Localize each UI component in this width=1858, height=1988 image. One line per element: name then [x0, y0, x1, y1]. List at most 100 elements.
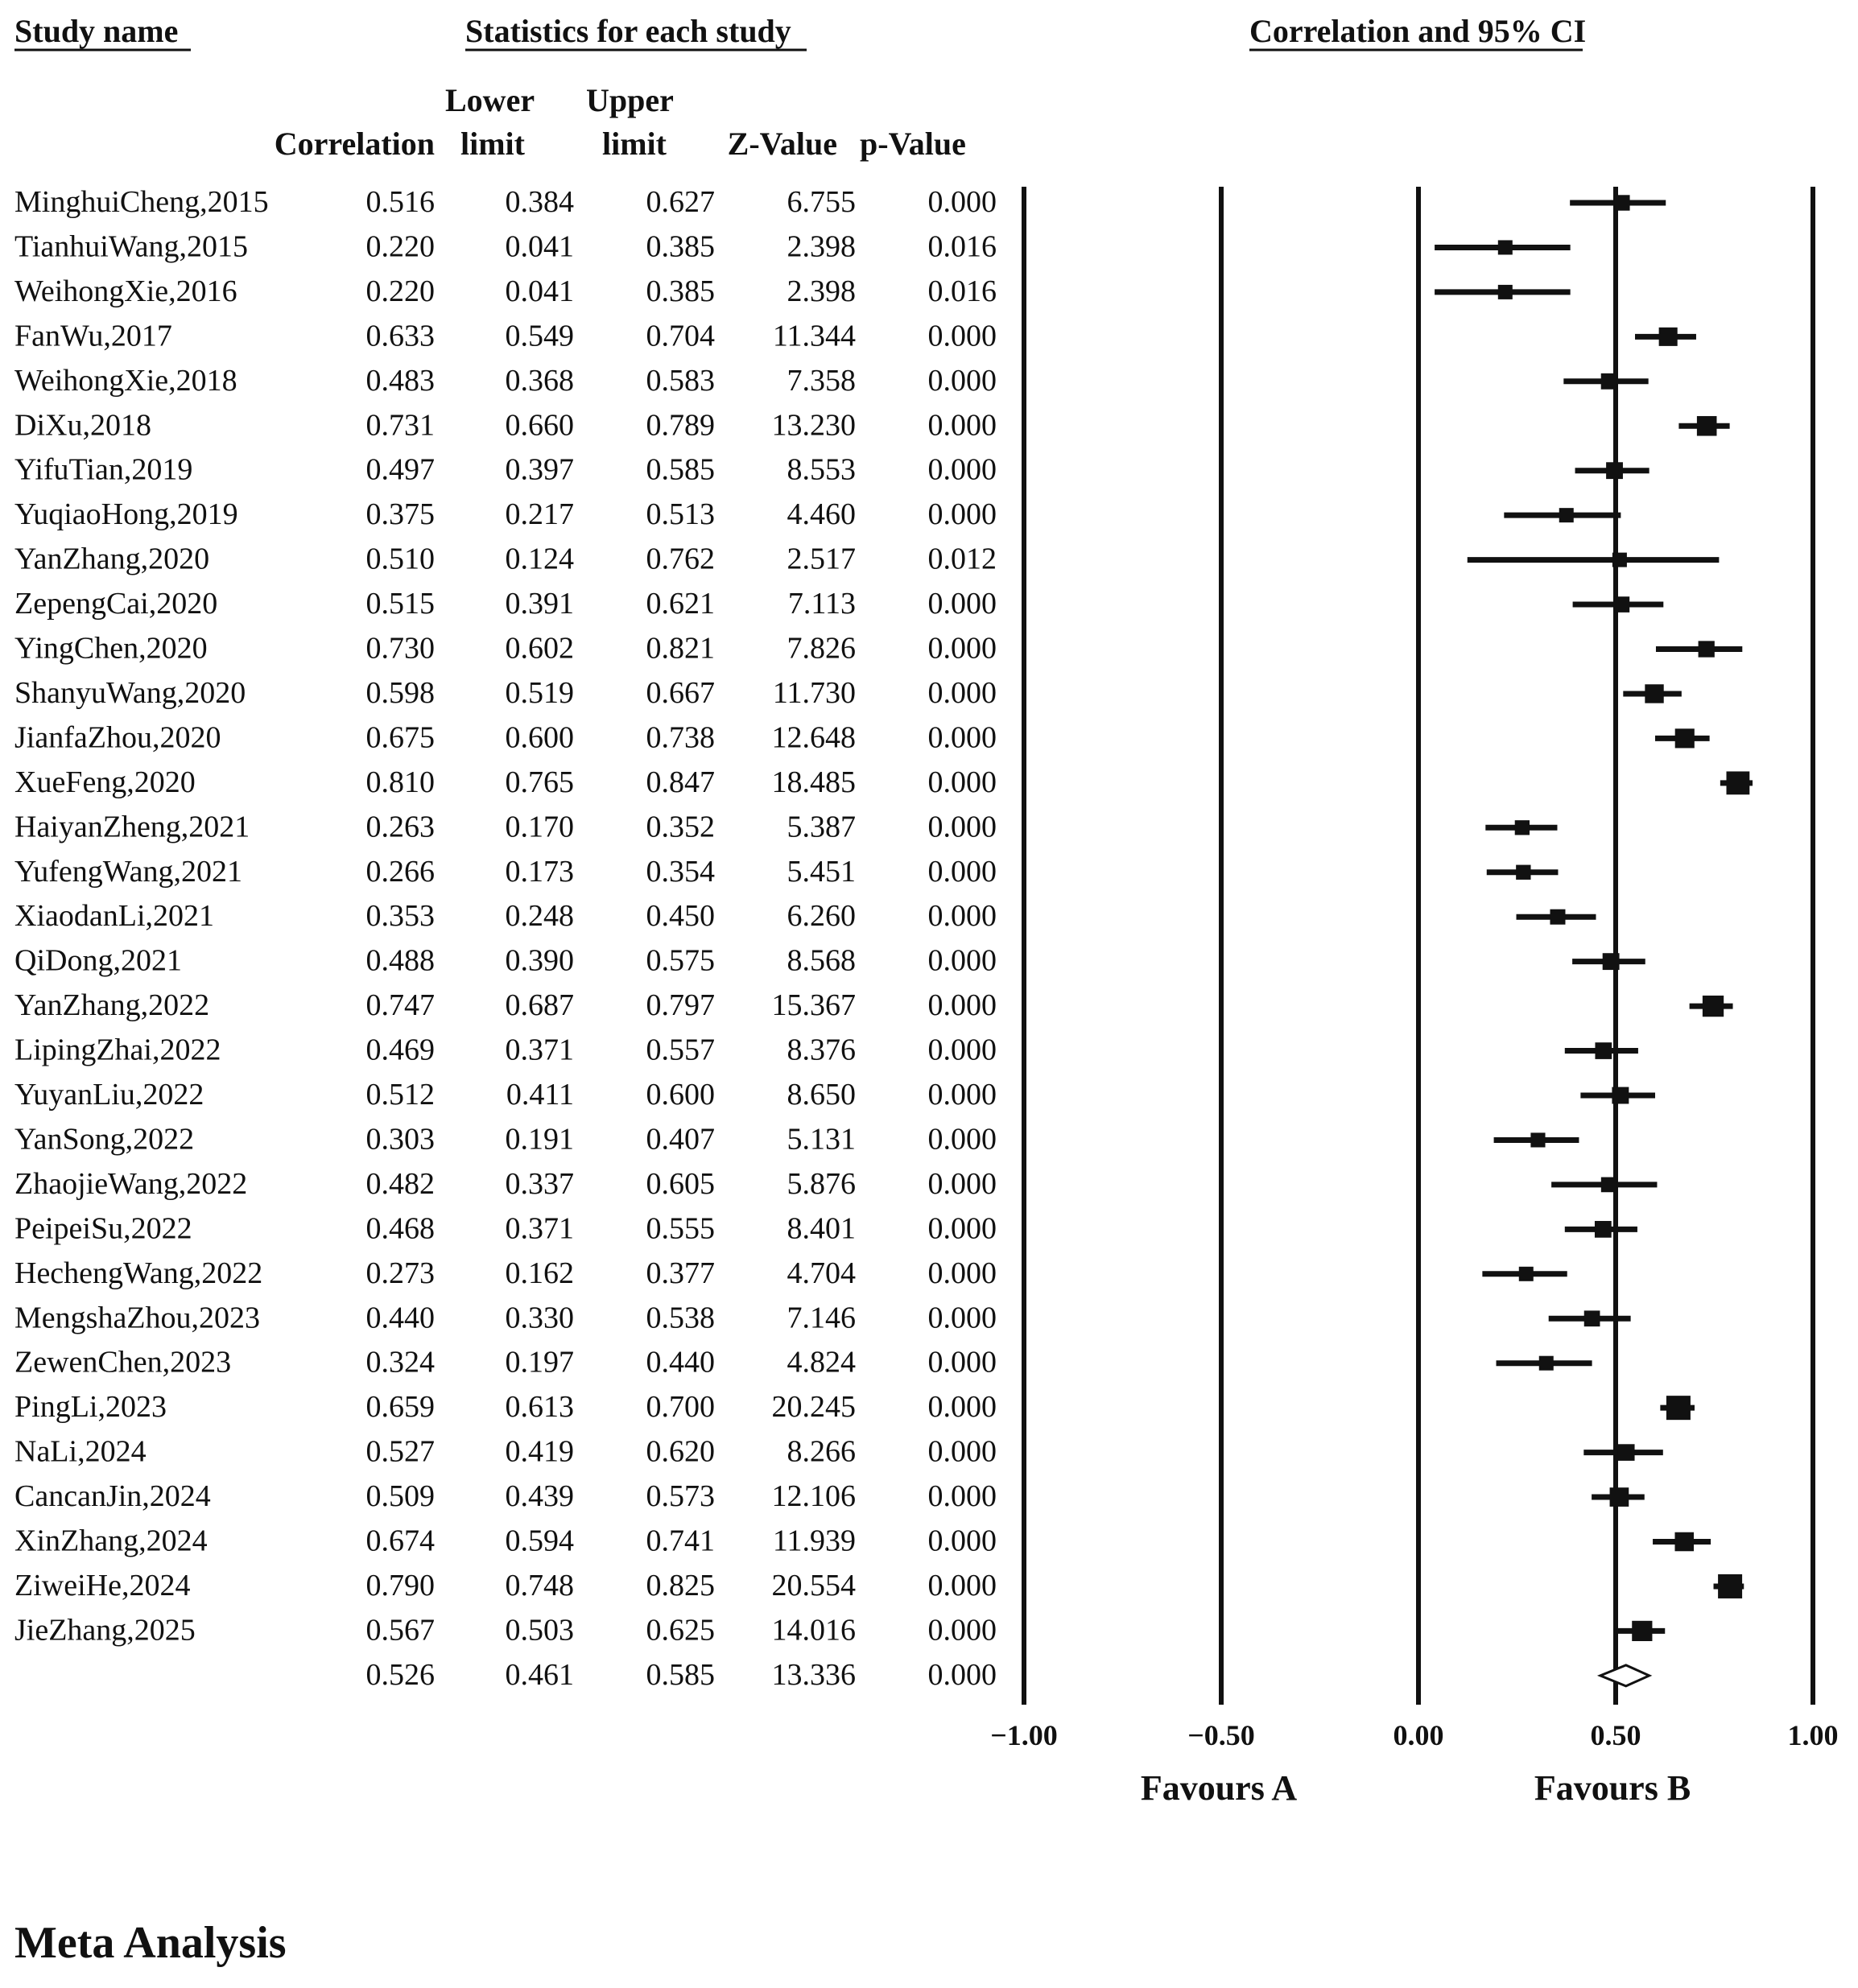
study-name-cell: YanZhang,2020: [14, 542, 209, 576]
z-value-cell: 11.344: [773, 319, 856, 353]
correlation-cell: 0.527: [366, 1435, 436, 1469]
upper-limit-cell: 0.513: [646, 497, 716, 531]
z-value-cell: 2.398: [787, 274, 857, 308]
summary-diamond: [1596, 1664, 1653, 1688]
p-value-cell: 0.000: [928, 319, 997, 353]
header-p-value: p-Value: [860, 126, 966, 162]
effect-point: [1674, 1532, 1695, 1552]
correlation-cell: 0.353: [366, 899, 436, 933]
effect-point: [1617, 1444, 1635, 1461]
effect-point: [1666, 1396, 1691, 1421]
p-value-cell: 0.000: [928, 1033, 997, 1067]
x-tick-label: 1.00: [1788, 1719, 1839, 1751]
p-value-cell: 0.000: [928, 1301, 997, 1334]
x-tick-label: 0.50: [1591, 1719, 1641, 1751]
correlation-cell: 0.633: [366, 319, 436, 353]
z-value-cell: 8.401: [787, 1211, 857, 1245]
correlation-cell: 0.675: [366, 720, 436, 754]
effect-point: [1559, 508, 1574, 523]
study-name-cell: DiXu,2018: [14, 408, 151, 442]
effect-point: [1600, 373, 1617, 390]
p-value-cell: 0.000: [928, 899, 997, 933]
lower-limit-cell: 0.503: [506, 1613, 575, 1647]
p-value-cell: 0.000: [928, 1658, 997, 1692]
lower-limit-cell: 0.687: [506, 988, 575, 1022]
lower-limit-cell: 0.391: [506, 587, 575, 621]
upper-limit-cell: 0.762: [646, 542, 716, 576]
correlation-cell: 0.263: [366, 810, 436, 843]
z-value-cell: 13.336: [772, 1658, 857, 1692]
header-z-value: Z-Value: [728, 126, 837, 162]
p-value-cell: 0.000: [928, 587, 997, 621]
study-name-cell: YanSong,2022: [14, 1122, 194, 1156]
z-value-cell: 4.704: [787, 1256, 857, 1290]
lower-limit-cell: 0.660: [506, 408, 575, 442]
x-tick-label: 0.00: [1394, 1719, 1444, 1751]
ci-axis-lines: [1022, 187, 1815, 1705]
p-value-cell: 0.000: [928, 1078, 997, 1112]
lower-limit-cell: 0.124: [506, 542, 575, 576]
x-tick-label: −1.00: [990, 1719, 1058, 1751]
upper-limit-cell: 0.555: [646, 1211, 716, 1245]
z-value-cell: 14.016: [772, 1613, 857, 1647]
z-value-cell: 8.553: [787, 453, 857, 487]
lower-limit-cell: 0.519: [506, 676, 575, 710]
effect-point: [1516, 864, 1531, 880]
effect-point: [1518, 1266, 1534, 1281]
study-name-cell: ZewenChen,2023: [14, 1346, 231, 1380]
z-value-cell: 8.266: [787, 1435, 857, 1469]
effect-point: [1606, 462, 1623, 480]
header-study-name: Study name: [14, 13, 178, 49]
correlation-cell: 0.324: [366, 1346, 436, 1380]
z-value-cell: 2.517: [787, 542, 857, 576]
effect-point: [1497, 284, 1513, 299]
z-value-cell: 11.939: [773, 1524, 856, 1558]
correlation-cell: 0.810: [366, 765, 436, 799]
effect-point: [1614, 195, 1630, 211]
effect-point: [1674, 728, 1695, 749]
study-name-cell: JianfaZhou,2020: [14, 720, 221, 754]
upper-limit-cell: 0.700: [646, 1390, 716, 1424]
header-correlation: Correlation: [275, 126, 435, 162]
p-value-cell: 0.000: [928, 632, 997, 666]
lower-limit-cell: 0.602: [506, 632, 575, 666]
upper-limit-cell: 0.450: [646, 899, 716, 933]
correlation-cell: 0.440: [366, 1301, 436, 1334]
correlation-cell: 0.730: [366, 632, 436, 666]
z-value-cell: 5.131: [787, 1122, 857, 1156]
correlation-cell: 0.509: [366, 1479, 436, 1513]
upper-limit-cell: 0.585: [646, 453, 716, 487]
correlation-cell: 0.220: [366, 229, 436, 263]
p-value-cell: 0.000: [928, 497, 997, 531]
effect-point: [1718, 1573, 1743, 1598]
lower-limit-cell: 0.197: [506, 1346, 575, 1380]
study-name-cell: ShanyuWang,2020: [14, 676, 246, 710]
upper-limit-cell: 0.797: [646, 988, 716, 1022]
study-name-cell: PingLi,2023: [14, 1390, 167, 1424]
upper-limit-cell: 0.621: [646, 587, 716, 621]
lower-limit-cell: 0.191: [506, 1122, 575, 1156]
p-value-cell: 0.000: [928, 855, 997, 889]
z-value-cell: 13.230: [772, 408, 857, 442]
p-value-cell: 0.016: [928, 229, 997, 263]
header-lower-1: Lower: [445, 82, 535, 118]
correlation-cell: 0.515: [366, 587, 436, 621]
correlation-cell: 0.273: [366, 1256, 436, 1290]
correlation-cell: 0.469: [366, 1033, 436, 1067]
header-upper-1: Upper: [586, 82, 674, 118]
header-statistics: Statistics for each study: [465, 13, 791, 49]
x-tick-label: −0.50: [1187, 1719, 1255, 1751]
lower-limit-cell: 0.748: [506, 1569, 575, 1602]
correlation-cell: 0.468: [366, 1211, 436, 1245]
p-value-cell: 0.000: [928, 1613, 997, 1647]
p-value-cell: 0.000: [928, 1435, 997, 1469]
lower-limit-cell: 0.041: [506, 229, 575, 263]
upper-limit-cell: 0.440: [646, 1346, 716, 1380]
z-value-cell: 8.376: [787, 1033, 857, 1067]
correlation-cell: 0.659: [366, 1390, 436, 1424]
upper-limit-cell: 0.352: [646, 810, 716, 843]
effect-point: [1538, 1355, 1554, 1371]
upper-limit-cell: 0.407: [646, 1122, 716, 1156]
effect-point: [1612, 1087, 1629, 1104]
